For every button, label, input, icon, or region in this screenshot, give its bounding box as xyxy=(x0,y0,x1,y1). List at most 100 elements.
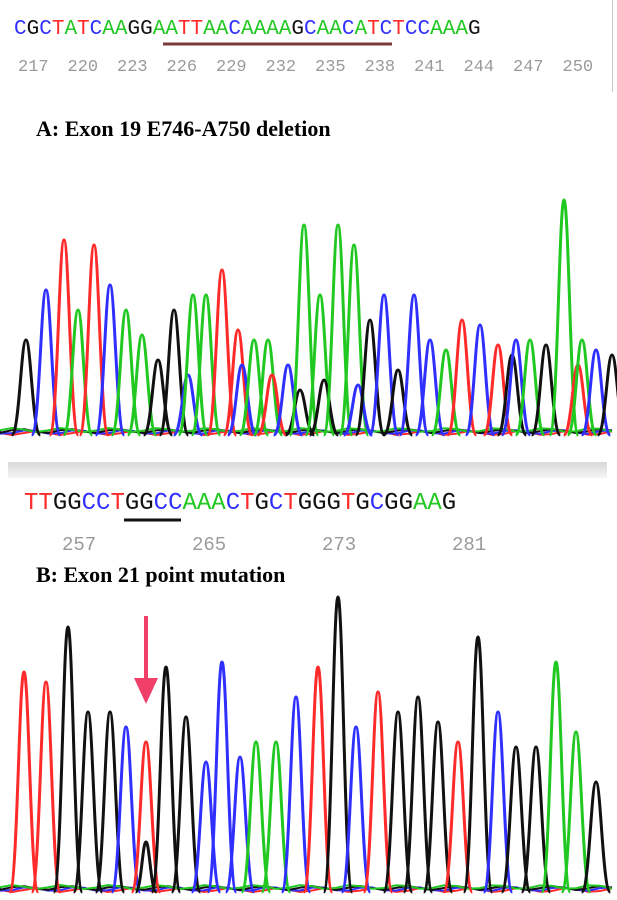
chrom-b-peak-G xyxy=(520,745,552,894)
chrom-b-peak-G xyxy=(134,840,158,894)
chrom-a-peak-A xyxy=(252,338,284,437)
chrom-b-peak-G xyxy=(500,745,532,894)
seq-b-base: C xyxy=(225,490,241,517)
chrom-a-peak-G xyxy=(308,378,340,437)
ruler-a-position-label: 247 xyxy=(513,58,544,77)
seq-b-base: G xyxy=(398,490,413,517)
chrom-a-peak-G xyxy=(354,318,386,437)
seq-a-base: A xyxy=(152,18,166,41)
chrom-b-peak-T xyxy=(130,740,162,894)
seq-b-base: G xyxy=(312,490,327,517)
chrom-a-peak-G xyxy=(142,358,174,437)
seq-a-base: A xyxy=(316,18,330,41)
chrom-b-peak-G xyxy=(170,715,202,894)
seq-b-base: T xyxy=(38,490,53,517)
chrom-b-peak-T xyxy=(8,670,40,894)
chromatogram-b xyxy=(0,595,613,894)
seq-a-base: A xyxy=(215,18,229,41)
chrom-a-peak-A xyxy=(62,308,94,437)
seq-b-base: C xyxy=(153,490,169,517)
seq-b-base: G xyxy=(139,490,154,517)
seq-b-base: A xyxy=(427,490,442,517)
seq-b-base: A xyxy=(412,490,428,517)
chrom-b-peak-A xyxy=(560,730,592,894)
seq-a-base: A xyxy=(329,18,342,41)
seq-a-base: C xyxy=(39,18,52,41)
seq-a-base: A xyxy=(430,18,443,41)
seq-a-base: A xyxy=(442,18,456,41)
chrom-a-peak-T xyxy=(256,373,288,437)
seq-a-base: A xyxy=(240,18,254,41)
seq-a-base: T xyxy=(190,18,204,41)
seq-a-base: A xyxy=(114,18,128,41)
ruler-a-position-label: 229 xyxy=(216,58,247,77)
panel-a-title: A: Exon 19 E746-A750 deletion xyxy=(36,116,331,141)
seq-b-base: C xyxy=(369,490,385,517)
seq-a-base: T xyxy=(392,18,405,41)
chrom-b-peak-C xyxy=(110,725,142,894)
chrom-b-peak-G xyxy=(422,720,454,894)
seq-a-base: A xyxy=(64,18,78,41)
deletion-underline xyxy=(163,42,392,46)
chrom-a-peak-A xyxy=(190,293,222,437)
ruler-b-position-label: 265 xyxy=(192,534,227,556)
base-sequence-a: CGCTATCAAGGAATTAACAAAAGCAACATCTCCAAAG xyxy=(14,18,481,41)
seq-b-base: G xyxy=(355,490,370,517)
chrom-b-peak-C xyxy=(224,755,256,894)
panel-b-title: B: Exon 21 point mutation xyxy=(36,562,286,587)
chrom-b-peak-A xyxy=(260,740,292,894)
chrom-b-peak-A xyxy=(540,660,572,894)
seq-a-base: C xyxy=(417,18,431,41)
seq-a-base: G xyxy=(291,18,305,41)
seq-b-base: G xyxy=(384,490,399,517)
chrom-b-peak-G xyxy=(150,665,182,894)
seq-a-base: C xyxy=(379,18,393,41)
chrom-b-peak-C xyxy=(190,760,222,894)
seq-a-base: A xyxy=(253,18,267,41)
sequence-header-a: CGCTATCAAGGAATTAACAAAAGCAACATCTCCAAAG 21… xyxy=(0,0,613,92)
seq-a-base: A xyxy=(354,18,368,41)
chrom-a-peak-C xyxy=(272,363,304,437)
chrom-a-peak-C xyxy=(226,363,258,437)
chrom-b-baseline-trace xyxy=(0,884,613,890)
ruler-a-position-label: 220 xyxy=(67,58,99,77)
seq-b-base: T xyxy=(340,490,356,517)
chrom-b-peak-C xyxy=(206,660,238,894)
seq-a-base: A xyxy=(165,18,178,41)
ruler-a-position-label: 250 xyxy=(562,58,594,77)
seq-b-base: C xyxy=(96,490,111,517)
seq-a-base: T xyxy=(51,18,65,41)
ruler-a-position-label: 235 xyxy=(315,58,346,77)
chrom-b-peak-A xyxy=(240,740,272,894)
chrom-b-peak-G xyxy=(72,710,104,894)
chrom-b-peak-G xyxy=(462,635,494,894)
seq-a-base: C xyxy=(304,18,317,41)
mutation-underline xyxy=(124,518,181,522)
position-ruler-b: 257 265 273 281 xyxy=(62,534,582,556)
chrom-a-peak-A xyxy=(238,338,270,437)
chrom-a-peak-T xyxy=(48,238,80,437)
ruler-a-position-label: 232 xyxy=(265,58,297,77)
seq-a-base: T xyxy=(177,18,191,41)
ruler-a-position-label: 244 xyxy=(463,58,495,77)
chrom-b-peak-C xyxy=(340,725,372,894)
chrom-a-peak-G xyxy=(382,368,414,437)
seq-a-base: G xyxy=(140,18,153,41)
panel-b: TTGGCCTGGCCAAACTGCTGGGTGCGGAAG 257 265 273… xyxy=(0,462,617,898)
chrom-b-peak-G xyxy=(580,780,612,894)
seq-b-base: G xyxy=(124,490,140,517)
chrom-a-peak-G xyxy=(10,338,42,437)
seq-b-base: G xyxy=(67,490,82,517)
chromatogram-a xyxy=(0,198,617,437)
chrom-b-peak-G xyxy=(402,695,434,894)
seq-b-base: G xyxy=(326,490,341,517)
chrom-b-peak-T xyxy=(442,740,474,894)
ruler-a-position-label: 217 xyxy=(18,58,49,77)
seq-a-base: C xyxy=(404,18,418,41)
chrom-b-peak-G xyxy=(382,710,414,894)
seq-a-base: C xyxy=(341,18,355,41)
seq-b-base: T xyxy=(24,490,39,517)
seq-b-base: A xyxy=(196,490,212,517)
mutation-arrow-head xyxy=(134,678,158,704)
seq-b-base: G xyxy=(52,490,68,517)
